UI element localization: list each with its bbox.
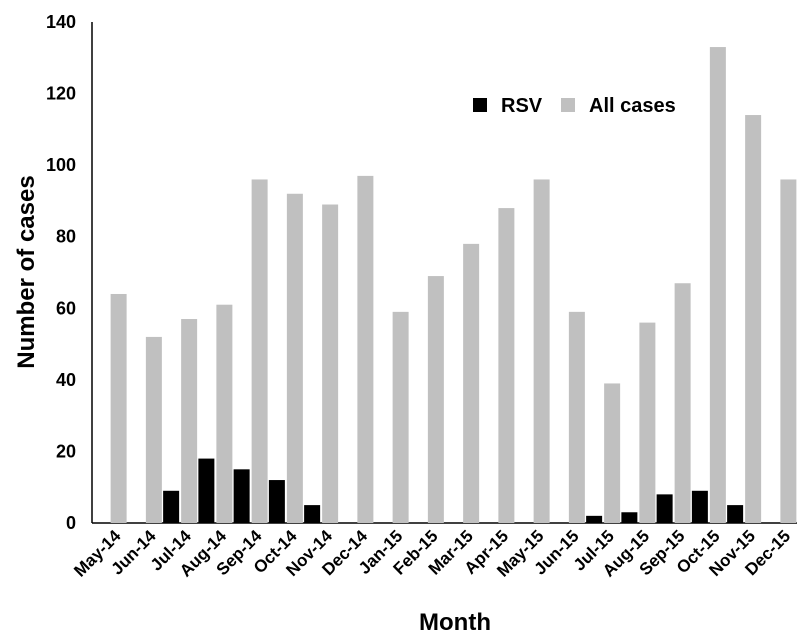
y-tick-label: 120 [46, 84, 76, 104]
y-tick-label: 60 [56, 298, 76, 318]
bar-all-cases [110, 293, 127, 523]
bar-rsv [586, 515, 603, 523]
bar-rsv [163, 490, 180, 523]
y-axis-title: Number of cases [13, 175, 40, 368]
bar-rsv [621, 512, 638, 523]
bar-all-cases [216, 304, 233, 523]
bar-all-cases [427, 276, 444, 523]
bar-all-cases [674, 283, 691, 523]
y-tick-label: 140 [46, 12, 76, 32]
x-axis-title: Month [419, 609, 491, 635]
y-tick-labels: 0 20 40 60 80 100 120 140 [46, 12, 76, 533]
legend-swatch-rsv [473, 98, 487, 112]
bar-all-cases [181, 319, 198, 523]
bar-rsv [691, 490, 708, 523]
bar-all-cases [357, 175, 374, 523]
bar-all-cases [498, 208, 515, 524]
axes [91, 22, 797, 524]
bars [110, 47, 797, 524]
bar-all-cases [145, 336, 162, 523]
bar-all-cases [322, 204, 339, 523]
legend: RSV All cases [473, 95, 676, 117]
bar-all-cases [709, 47, 726, 524]
y-tick-label: 40 [56, 370, 76, 390]
bar-rsv [198, 458, 215, 523]
bar-all-cases [568, 311, 585, 523]
y-tick-label: 20 [56, 441, 76, 461]
legend-label-all-cases: All cases [589, 95, 676, 117]
bar-rsv [656, 494, 673, 523]
bar-rsv [304, 505, 321, 523]
bar-all-cases [745, 115, 762, 524]
bar-all-cases [533, 179, 550, 523]
bar-all-cases [639, 322, 656, 523]
x-tick-labels: May-14Jun-14Jul-14Aug-14Sep-14Oct-14Nov-… [70, 526, 794, 581]
bar-all-cases [463, 243, 480, 523]
bar-all-cases [604, 383, 621, 523]
bar-all-cases [286, 193, 303, 523]
bar-all-cases [392, 311, 409, 523]
bar-rsv [268, 480, 285, 523]
y-tick-label: 80 [56, 227, 76, 247]
legend-swatch-all-cases [561, 98, 575, 112]
legend-label-rsv: RSV [501, 95, 543, 117]
bar-rsv [233, 469, 250, 523]
bar-all-cases [780, 179, 797, 523]
bar-all-cases [251, 179, 268, 523]
y-tick-label: 100 [46, 155, 76, 175]
bar-rsv [727, 505, 744, 523]
y-tick-label: 0 [66, 513, 76, 533]
